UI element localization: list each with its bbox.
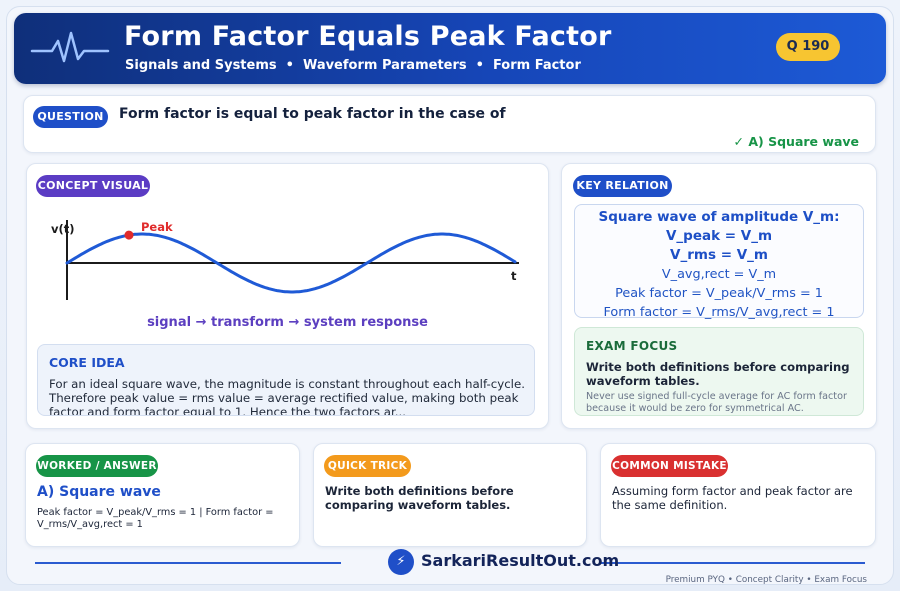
common-mistake-card: COMMON MISTAKE Assuming form factor and … xyxy=(600,443,876,547)
breadcrumb-item: Signals and Systems xyxy=(125,58,277,73)
footer-brand[interactable]: SarkariResultOut.com xyxy=(421,551,620,570)
footer-divider-left xyxy=(35,562,341,564)
exam-focus-title: EXAM FOCUS xyxy=(586,339,678,353)
quick-trick-tag: QUICK TRICK xyxy=(324,455,411,477)
common-mistake-tag: COMMON MISTAKE xyxy=(611,455,728,477)
quick-trick-text: Write both definitions before comparing … xyxy=(325,484,514,512)
lightning-icon: ⚡ xyxy=(388,549,414,575)
breadcrumb-separator: • xyxy=(285,58,294,73)
breadcrumb: Signals and Systems • Waveform Parameters •… xyxy=(125,58,581,73)
core-idea-title: CORE IDEA xyxy=(49,355,125,370)
breadcrumb-item: Form Factor xyxy=(492,58,581,73)
page-title: Form Factor Equals Peak Factor xyxy=(124,21,612,52)
breadcrumb-separator: • xyxy=(475,58,484,73)
formula-line: Square wave of amplitude V_m: xyxy=(598,209,840,225)
concept-caption: signal → transform → system response xyxy=(147,315,428,330)
x-axis-label: t xyxy=(511,269,517,283)
header-banner: Form Factor Equals Peak Factor Signals a… xyxy=(14,13,886,84)
core-idea-box: CORE IDEA For an ideal square wave, the … xyxy=(37,344,535,416)
formula-line: V_avg,rect = V_m xyxy=(661,267,777,282)
exam-focus-box: EXAM FOCUS Write both definitions before… xyxy=(574,327,864,416)
formula-line: Form factor = V_rms/V_avg,rect = 1 xyxy=(603,305,835,320)
worked-answer-text: Peak factor = V_peak/V_rms = 1 | Form fa… xyxy=(37,507,274,530)
sine-wave-curve xyxy=(65,232,517,294)
pulse-wave-icon xyxy=(30,31,110,63)
quick-trick-card: QUICK TRICK Write both definitions befor… xyxy=(313,443,587,547)
worked-answer-tag: WORKED / ANSWER xyxy=(36,455,158,477)
concept-visual-card: CONCEPT VISUAL v(t) t Peak signal → tran… xyxy=(26,163,549,429)
question-number-badge: Q 190 xyxy=(776,33,840,61)
footer-tagline: Premium PYQ • Concept Clarity • Exam Foc… xyxy=(665,575,867,585)
exam-focus-text: Write both definitions before comparing … xyxy=(586,360,850,388)
worked-answer-card: WORKED / ANSWER A) Square wave Peak fact… xyxy=(25,443,300,547)
footer-divider-right xyxy=(600,562,865,564)
exam-focus-note: Never use signed full-cycle average for … xyxy=(586,391,847,414)
question-text: Form factor is equal to peak factor in t… xyxy=(119,106,506,122)
key-relation-card: KEY RELATION Square wave of amplitude V_… xyxy=(561,163,877,429)
common-mistake-text: Assuming form factor and peak factor are… xyxy=(612,484,853,512)
question-tag: QUESTION xyxy=(33,106,108,128)
question-answer: ✓ A) Square wave xyxy=(733,134,859,149)
y-axis-label: v(t) xyxy=(51,222,75,236)
formula-box: Square wave of amplitude V_m: V_peak = V… xyxy=(574,204,864,320)
peak-label: Peak xyxy=(141,220,173,234)
core-idea-text: For an ideal square wave, the magnitude … xyxy=(49,377,525,416)
formula-line: Peak factor = V_peak/V_rms = 1 xyxy=(615,286,823,301)
concept-visual-tag: CONCEPT VISUAL xyxy=(36,175,150,197)
question-card: QUESTION Form factor is equal to peak fa… xyxy=(23,95,876,153)
peak-marker xyxy=(124,230,134,240)
key-relation-tag: KEY RELATION xyxy=(573,175,672,197)
sine-wave-plot: v(t) t Peak xyxy=(51,220,519,300)
breadcrumb-item: Waveform Parameters xyxy=(302,58,467,73)
formula-line: V_rms = V_m xyxy=(670,247,768,263)
formula-line: V_peak = V_m xyxy=(665,228,773,244)
worked-answer-value: A) Square wave xyxy=(37,484,161,500)
